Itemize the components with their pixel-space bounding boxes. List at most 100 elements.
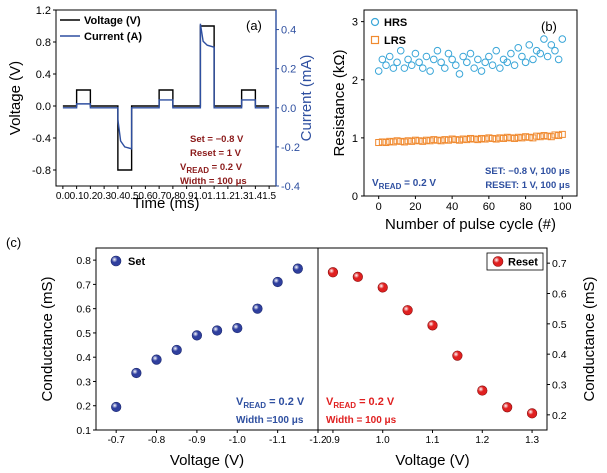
lrs-point [397,137,405,145]
x-tick-label: 0.9 [326,435,340,446]
y-right-tick-label: -0.2 [281,142,300,154]
x-tick-label: 1.2 [475,435,489,446]
x-tick-label: 0.6 [138,191,152,202]
lrs-point [444,136,452,144]
panel-label-c: (c) [6,235,21,250]
hrs-point [418,64,427,72]
lrs-point [378,138,386,146]
y-tick-label: 0.5 [552,319,567,331]
lrs-point [496,134,504,142]
x-tick-label: 0.8 [166,191,180,202]
lrs-point [544,132,552,140]
annotation-set: SET: −0.8 V, 100 μs [485,166,570,177]
y-tick-label: 0.1 [76,425,91,437]
y-tick-label: 0.4 [552,349,567,361]
lrs-point [536,133,544,141]
reset-point [502,402,513,413]
lrs-point [386,137,394,145]
legend-reset-label: Reset [508,257,538,269]
annotation-vread: VREAD = 0.2 V [236,396,305,410]
lrs-point [558,130,566,138]
y-right-tick-label: 0.2 [281,64,296,76]
lrs-point [551,131,559,139]
hrs-point [444,49,453,58]
lrs-point [389,138,397,146]
lrs-point [455,136,463,144]
current-line [62,23,270,150]
y-tick-label: 0.3 [552,380,567,392]
panel-label-a: (a) [246,18,262,33]
hrs-point [400,64,409,72]
y-right-tick-label: -0.4 [281,181,300,193]
y-left-tick-label: -0.8 [32,165,51,177]
lrs-point [463,136,471,144]
hrs-point [411,49,420,58]
reset-point [327,267,339,278]
panel-b: 0 20 40 60 80 100 0 1 2 3 HRS LRS (b) Number of pulse… [331,9,578,233]
x-tick-label: 1.0 [193,191,207,202]
lrs-point [408,137,416,145]
y-axis-title: Conductance (mS) [39,276,56,401]
lrs-point [400,138,408,146]
y-left-tick-label: 0.4 [36,69,51,81]
lrs-point [522,133,530,141]
y-tick-label: 0.7 [552,258,567,270]
x-tick-label: 1.3 [235,191,249,202]
y-tick-label: 0.3 [76,376,91,388]
legend-set-swatch [110,255,122,267]
y-right-tick-label: 0.0 [281,103,296,115]
hrs-point [396,46,405,55]
y-right-axis-title: Current (mA) [298,55,315,142]
hrs-point [547,41,556,49]
legend-lrs-swatch [370,35,380,45]
x-tick-label: -0.9 [188,435,206,446]
x-axis-title: Voltage (V) [395,452,469,469]
hrs-point [551,46,559,55]
legend-lrs-label: LRS [384,35,406,47]
y-axis-title: Conductance (mS) [581,276,598,401]
x-tick-label: -1.0 [229,435,247,446]
lrs-point [459,135,467,143]
hrs-point [558,35,567,43]
y-left-tick-label: 0.8 [36,37,51,49]
hrs-point [540,35,548,43]
lrs-point [382,139,390,147]
lrs-point [518,134,526,142]
legend-reset-swatch [492,256,504,267]
lrs-point [426,137,434,145]
y-tick-label: 0.6 [552,289,567,301]
lrs-point [411,136,419,144]
annotation-vread: VREAD = 0.2 V [326,396,395,410]
x-tick-label: -0.7 [108,435,126,446]
lrs-point [422,136,430,144]
lrs-point [500,134,508,142]
set-point [252,303,263,314]
hrs-point [485,52,493,61]
y-tick-label: 3 [352,17,358,29]
lrs-point [503,133,511,141]
lrs-point [430,136,438,144]
y-tick-label: 0.2 [552,410,567,422]
hrs-point [470,64,478,72]
x-tick-label: 1.5 [262,191,276,202]
x-axis-title: Voltage (V) [170,452,244,469]
x-tick-label: 40 [446,201,458,213]
y-tick-label: 0.5 [76,328,91,340]
hrs-point [525,41,534,49]
lrs-point [481,135,489,143]
hrs-point [496,64,504,72]
x-tick-label: 0.4 [111,191,125,202]
lrs-point [419,137,427,145]
legend-hrs-swatch [370,17,380,27]
lrs-point [547,133,555,141]
y-tick-label: 0.7 [76,279,91,291]
lrs-point [448,135,456,143]
y-tick-label: 2 [352,75,358,87]
hrs-point [389,64,398,72]
lrs-point [525,133,533,141]
hrs-point [488,61,497,70]
reset-point [377,282,388,293]
hrs-point [437,58,445,67]
x-tick-label: 1.3 [525,435,539,446]
